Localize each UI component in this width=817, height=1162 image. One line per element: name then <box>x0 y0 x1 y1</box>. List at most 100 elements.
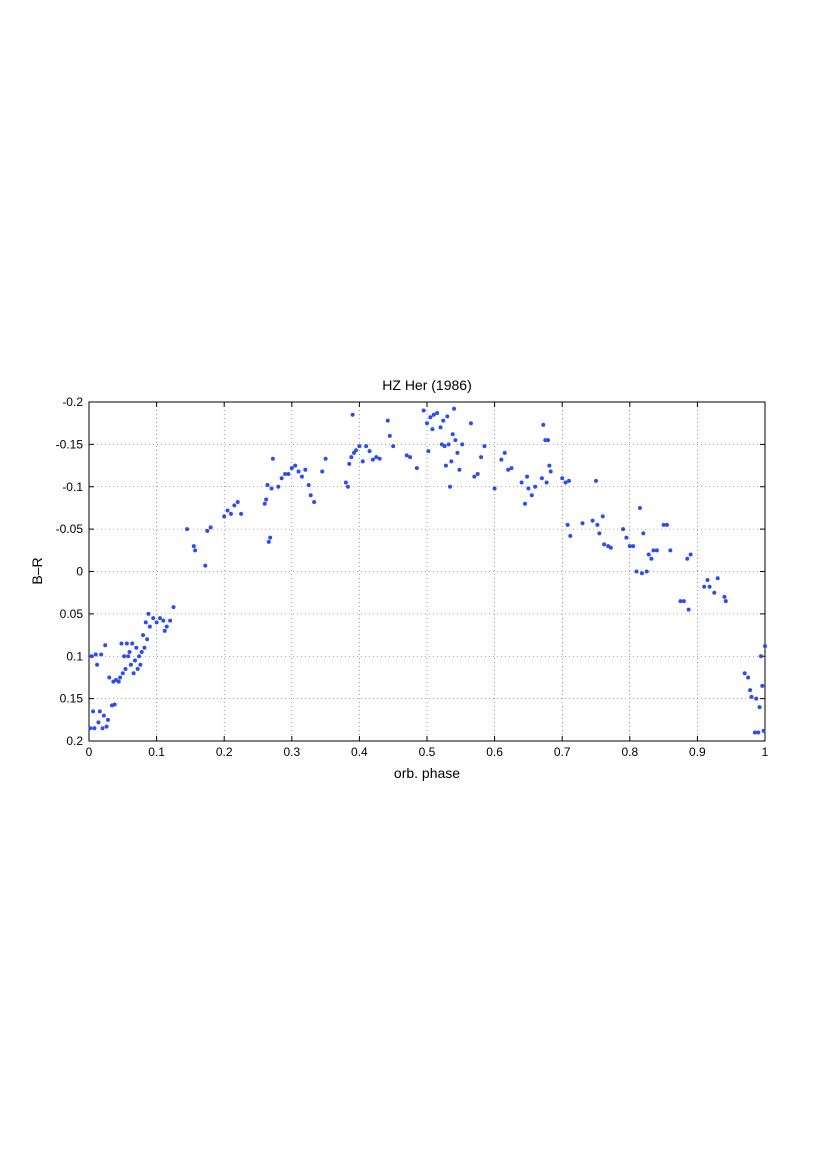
point <box>707 584 712 589</box>
point <box>276 484 281 489</box>
point <box>96 720 101 725</box>
y-tick-label: 0.05 <box>60 607 84 621</box>
point <box>446 442 451 447</box>
point <box>414 466 419 471</box>
point <box>533 484 538 489</box>
point <box>758 654 763 659</box>
point <box>430 427 435 432</box>
point <box>668 548 673 553</box>
point <box>565 522 570 527</box>
y-tick-label: 0.2 <box>66 734 83 748</box>
point <box>544 480 549 485</box>
point <box>138 662 143 667</box>
point <box>705 577 710 582</box>
point <box>97 709 102 714</box>
point <box>122 654 127 659</box>
point <box>162 628 167 633</box>
point <box>123 666 128 671</box>
point <box>286 472 291 477</box>
x-tick-label: 0.7 <box>554 745 571 759</box>
point <box>447 484 452 489</box>
point <box>235 500 240 505</box>
x-axis-label: orb. phase <box>394 765 460 781</box>
point <box>627 544 632 549</box>
x-tick-label: 0.4 <box>351 745 368 759</box>
point <box>452 406 457 411</box>
point <box>457 467 462 472</box>
point <box>320 469 325 474</box>
point <box>590 518 595 523</box>
point <box>157 616 162 621</box>
point <box>131 671 136 676</box>
plot-frame <box>88 401 766 742</box>
point <box>289 466 294 471</box>
point <box>134 645 139 650</box>
point <box>649 556 654 561</box>
point <box>103 643 108 648</box>
chart-title: HZ Her (1986) <box>382 377 471 393</box>
point <box>118 675 123 680</box>
point <box>143 620 148 625</box>
point <box>624 535 629 540</box>
point <box>279 476 284 481</box>
point <box>654 548 659 553</box>
point <box>547 463 552 468</box>
point <box>360 459 365 464</box>
point <box>193 548 198 553</box>
point <box>664 522 669 527</box>
point <box>164 624 169 629</box>
point <box>525 474 530 479</box>
point <box>637 505 642 510</box>
point <box>264 497 269 502</box>
point <box>594 478 598 483</box>
point <box>460 442 465 447</box>
point <box>519 480 524 485</box>
y-tick-label: -0.15 <box>56 437 84 451</box>
point <box>185 527 190 532</box>
point <box>269 486 274 491</box>
point <box>686 607 691 612</box>
point <box>468 421 473 426</box>
x-tick-label: 0.2 <box>216 745 233 759</box>
point <box>449 459 454 464</box>
point <box>742 671 747 676</box>
point <box>350 412 355 417</box>
point <box>124 641 129 646</box>
point <box>93 652 98 657</box>
point <box>756 730 761 735</box>
point <box>475 472 480 477</box>
point <box>128 662 133 667</box>
point <box>323 456 328 461</box>
point <box>370 457 375 462</box>
point <box>597 531 602 536</box>
point <box>232 503 237 508</box>
point <box>354 448 359 453</box>
point <box>548 469 553 474</box>
point <box>715 576 720 581</box>
point <box>425 421 429 426</box>
point <box>100 726 105 731</box>
point <box>268 535 273 540</box>
point <box>678 599 683 604</box>
x-tick-label: 0.6 <box>486 745 503 759</box>
point <box>509 466 514 471</box>
point <box>499 457 504 462</box>
point <box>435 411 440 416</box>
point <box>147 624 152 629</box>
point <box>168 618 173 623</box>
point <box>88 726 93 731</box>
point <box>746 675 751 680</box>
point <box>91 709 96 714</box>
point <box>431 412 436 417</box>
point <box>112 702 117 707</box>
x-tick-label: 0 <box>86 745 93 759</box>
point <box>641 531 646 536</box>
point <box>438 425 443 430</box>
point <box>154 620 159 625</box>
point <box>621 527 626 532</box>
point <box>349 455 354 460</box>
point <box>225 508 230 513</box>
point <box>644 569 649 574</box>
point <box>312 500 317 505</box>
point <box>141 633 146 638</box>
